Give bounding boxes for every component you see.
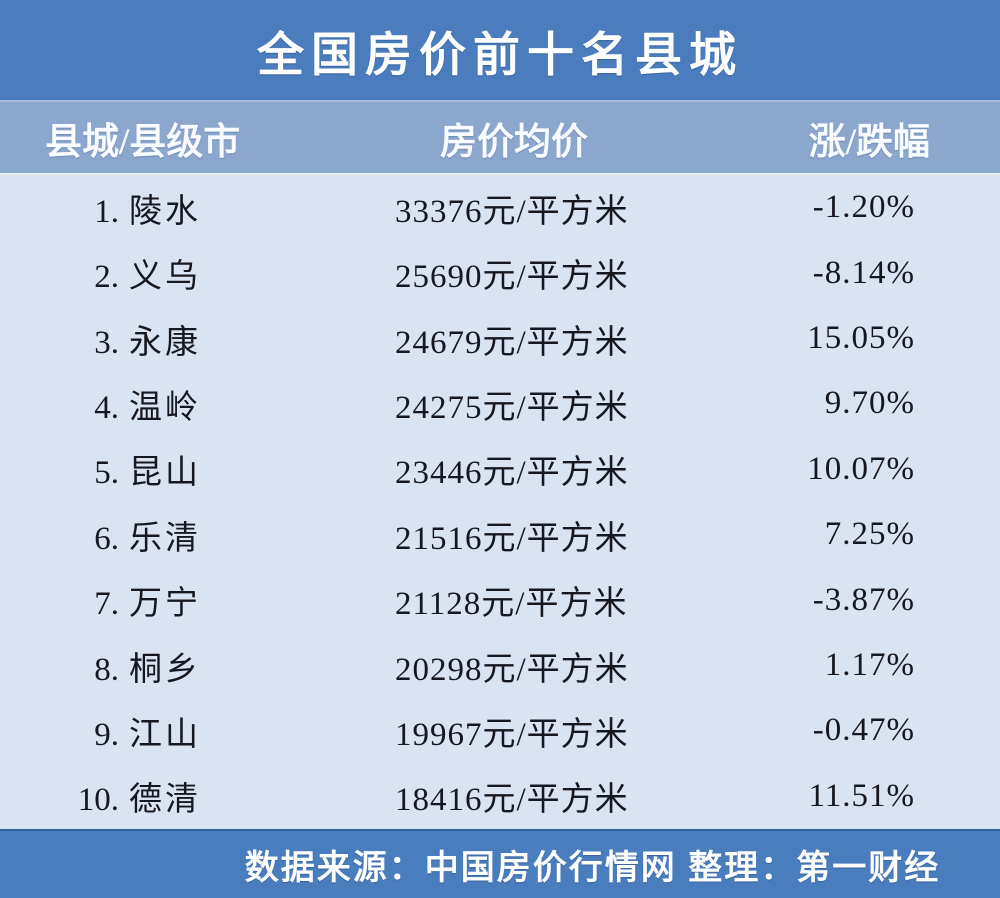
county-cell: 8. 桐乡 bbox=[0, 642, 280, 690]
county-cell: 6. 乐清 bbox=[0, 511, 280, 559]
row-county-name: 温岭 bbox=[129, 389, 201, 426]
row-county-name: 义乌 bbox=[129, 259, 201, 296]
table-row: 7. 万宁 21128元/平方米 -3.87% bbox=[0, 567, 1000, 632]
table-row: 9. 江山 19967元/平方米 -0.47% bbox=[0, 698, 1000, 763]
page-title: 全国房价前十名县城 bbox=[257, 27, 743, 81]
table-row: 5. 昆山 23446元/平方米 10.07% bbox=[0, 437, 1000, 502]
row-county-name: 万宁 bbox=[129, 586, 201, 623]
row-rank: 4. bbox=[94, 389, 119, 426]
county-cell: 10. 德清 bbox=[0, 772, 280, 820]
row-county-name: 德清 bbox=[129, 782, 201, 819]
row-county-name: 桐乡 bbox=[129, 651, 201, 688]
change-cell: 15.05% bbox=[807, 320, 915, 357]
row-rank: 6. bbox=[94, 520, 119, 557]
row-rank: 10. bbox=[77, 782, 119, 819]
change-cell: -1.20% bbox=[812, 189, 915, 226]
row-county-name: 江山 bbox=[129, 716, 201, 753]
row-county-name: 昆山 bbox=[129, 455, 201, 492]
row-rank: 3. bbox=[94, 324, 119, 361]
county-cell: 1. 陵水 bbox=[0, 184, 280, 232]
price-cell: 24679元/平方米 bbox=[395, 324, 629, 361]
table-row: 6. 乐清 21516元/平方米 7.25% bbox=[0, 502, 1000, 567]
change-cell: -3.87% bbox=[812, 581, 915, 618]
price-cell: 24275元/平方米 bbox=[395, 389, 629, 426]
row-rank: 9. bbox=[94, 716, 119, 753]
county-cell: 2. 义乌 bbox=[0, 249, 280, 297]
county-cell: 5. 昆山 bbox=[0, 445, 280, 493]
price-cell: 18416元/平方米 bbox=[395, 782, 629, 819]
table-row: 10. 德清 18416元/平方米 11.51% bbox=[0, 764, 1000, 829]
price-cell: 19967元/平方米 bbox=[395, 716, 629, 753]
change-cell: 9.70% bbox=[824, 385, 915, 422]
row-rank: 8. bbox=[94, 651, 119, 688]
footer-bar: 数据来源：中国房价行情网 整理：第一财经 bbox=[0, 829, 1000, 898]
row-county-name: 永康 bbox=[129, 324, 201, 361]
price-cell: 20298元/平方米 bbox=[395, 651, 629, 688]
price-cell: 21516元/平方米 bbox=[395, 520, 629, 557]
title-bar: 全国房价前十名县城 bbox=[0, 0, 1000, 100]
change-cell: 10.07% bbox=[807, 450, 915, 487]
county-cell: 9. 江山 bbox=[0, 707, 280, 755]
data-source-note: 数据来源：中国房价行情网 整理：第一财经 bbox=[244, 849, 941, 887]
change-cell: -8.14% bbox=[812, 254, 915, 291]
price-cell: 23446元/平方米 bbox=[395, 455, 629, 492]
county-cell: 7. 万宁 bbox=[0, 576, 280, 624]
row-county-name: 陵水 bbox=[129, 193, 201, 230]
column-header-county: 县城/县级市 bbox=[45, 121, 241, 163]
column-header-price: 房价均价 bbox=[440, 121, 588, 163]
column-header-change: 涨/跌幅 bbox=[808, 121, 930, 163]
table-header-row: 县城/县级市 房价均价 涨/跌幅 bbox=[0, 100, 1000, 175]
change-cell: 7.25% bbox=[824, 516, 915, 553]
row-rank: 1. bbox=[94, 193, 119, 230]
price-cell: 33376元/平方米 bbox=[395, 193, 629, 230]
table-row: 8. 桐乡 20298元/平方米 1.17% bbox=[0, 633, 1000, 698]
table-row: 4. 温岭 24275元/平方米 9.70% bbox=[0, 371, 1000, 436]
row-rank: 7. bbox=[94, 586, 119, 623]
table-body: 1. 陵水 33376元/平方米 -1.20% 2. 义乌 25690元/平方米 -… bbox=[0, 175, 1000, 829]
row-county-name: 乐清 bbox=[129, 520, 201, 557]
county-cell: 3. 永康 bbox=[0, 315, 280, 363]
price-cell: 21128元/平方米 bbox=[395, 586, 628, 623]
county-cell: 4. 温岭 bbox=[0, 380, 280, 428]
table-row: 1. 陵水 33376元/平方米 -1.20% bbox=[0, 175, 1000, 240]
change-cell: 11.51% bbox=[808, 777, 915, 814]
price-cell: 25690元/平方米 bbox=[395, 259, 629, 296]
table-row: 2. 义乌 25690元/平方米 -8.14% bbox=[0, 240, 1000, 305]
change-cell: 1.17% bbox=[824, 647, 915, 684]
row-rank: 2. bbox=[94, 259, 119, 296]
row-rank: 5. bbox=[94, 455, 119, 492]
table-row: 3. 永康 24679元/平方米 15.05% bbox=[0, 306, 1000, 371]
change-cell: -0.47% bbox=[812, 712, 915, 749]
